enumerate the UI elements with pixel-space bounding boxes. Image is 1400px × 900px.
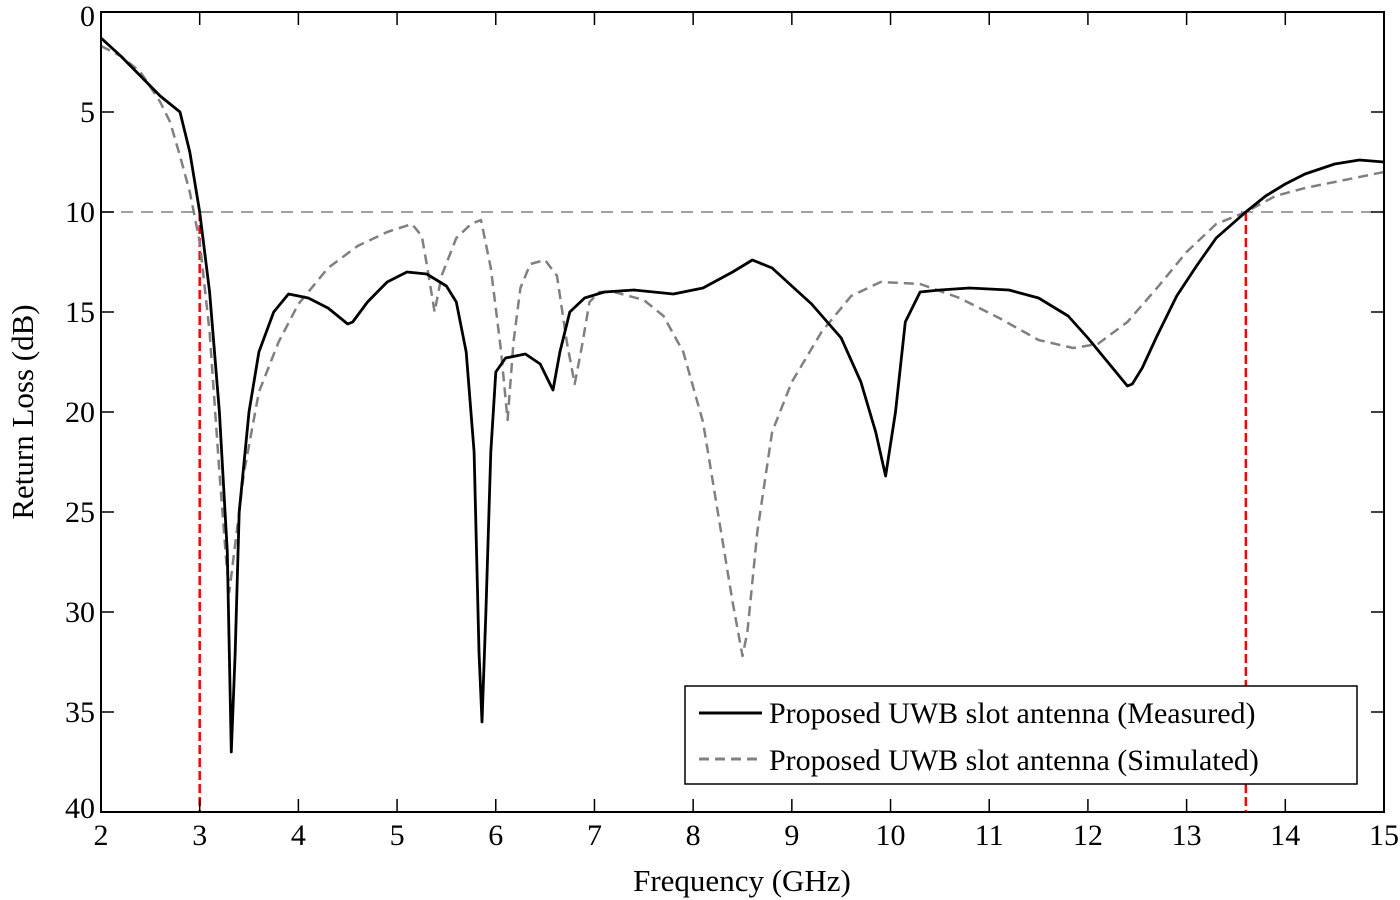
legend-box [684,685,1358,785]
x-tick-label: 12 [1073,819,1103,852]
legend-label-measured: Proposed UWB slot antenna (Measured) [769,697,1256,730]
legend: Proposed UWB slot antenna (Measured) Pro… [684,685,1358,785]
x-tick-label: 8 [686,819,701,852]
y-tick-label: 10 [65,196,95,229]
y-tick-label: 40 [65,792,95,825]
x-tick-label: 11 [975,819,1004,852]
y-tick-label: 5 [80,96,95,129]
legend-item-simulated: Proposed UWB slot antenna (Simulated) [699,744,1259,777]
x-tick-label: 14 [1270,819,1300,852]
y-tick-label: 20 [65,396,95,429]
x-tick-label: 2 [94,819,109,852]
legend-item-measured: Proposed UWB slot antenna (Measured) [699,697,1256,730]
x-tick-label: 4 [291,819,306,852]
y-axis-title: Return Loss (dB) [5,304,40,519]
y-tick-label: 30 [65,596,95,629]
y-tick-label: 35 [65,696,95,729]
simulated-series-line [100,44,1385,658]
x-axis-title: Frequency (GHz) [633,863,851,898]
x-tick-label: 15 [1369,819,1399,852]
x-axis-ticks: 2 3 4 5 6 7 8 9 10 11 12 13 14 15 [94,12,1399,852]
x-tick-label: 10 [876,819,906,852]
legend-label-simulated: Proposed UWB slot antenna (Simulated) [769,744,1259,777]
x-tick-label: 7 [587,819,602,852]
series-layer [100,36,1385,754]
y-axis-ticks: 0 5 10 15 20 25 30 35 40 [65,0,1384,825]
y-tick-label: 25 [65,496,95,529]
measured-series-line [100,36,1385,754]
x-tick-label: 6 [488,819,503,852]
x-tick-label: 13 [1172,819,1202,852]
x-tick-label: 9 [784,819,799,852]
y-tick-label: 15 [65,296,95,329]
y-tick-label: 0 [80,0,95,33]
x-tick-label: 5 [390,819,405,852]
x-tick-label: 3 [192,819,207,852]
